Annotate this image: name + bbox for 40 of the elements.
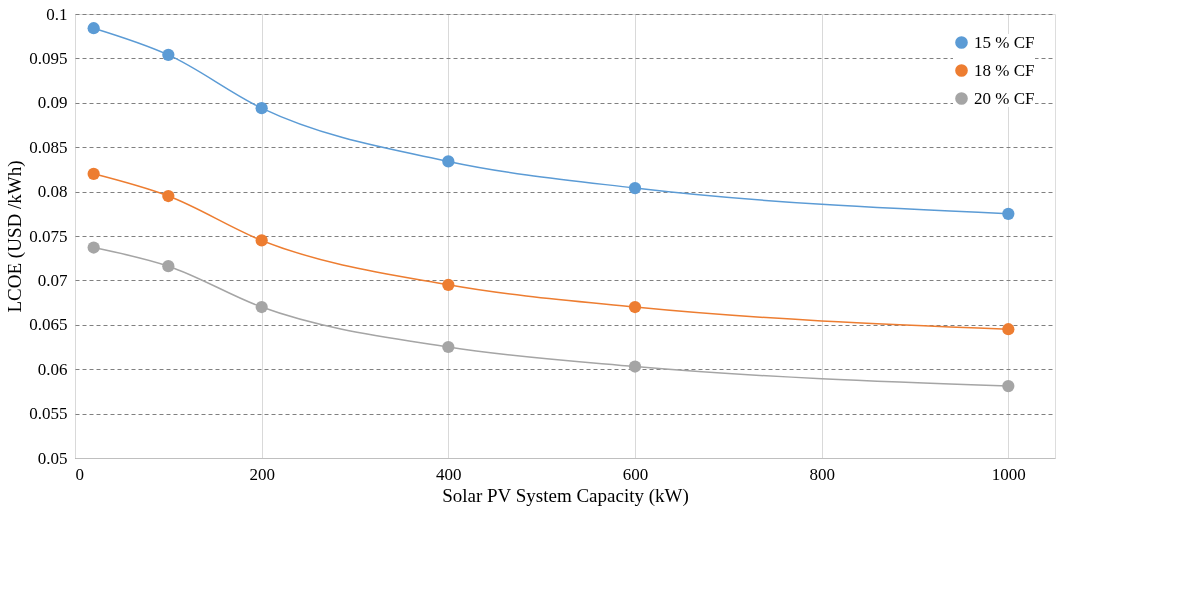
point <box>255 102 268 115</box>
legend-label: 15 % CF <box>974 32 1035 52</box>
point <box>1002 323 1015 336</box>
y-tick-label: 0.05 <box>37 448 68 468</box>
y-tick-label: 0.075 <box>29 226 68 246</box>
legend-label: 20 % CF <box>974 88 1035 108</box>
x-tick-label: 0 <box>75 464 84 484</box>
point <box>162 48 175 61</box>
point <box>1002 207 1015 220</box>
point <box>442 340 455 354</box>
point <box>442 155 455 168</box>
point <box>162 260 175 273</box>
y-axis-title: LCOE (USD /kWh) <box>4 160 27 313</box>
point <box>628 300 642 314</box>
point <box>87 241 100 254</box>
point <box>628 360 642 373</box>
y-tick-label: 0.095 <box>29 48 68 68</box>
x-tick-label: 400 <box>436 464 462 484</box>
y-tick-label: 0.06 <box>37 359 68 379</box>
x-tick-label: 600 <box>622 464 649 484</box>
point <box>255 300 268 314</box>
point <box>255 234 268 247</box>
x-tick-label: 1000 <box>991 464 1026 484</box>
y-tick-label: 0.085 <box>29 137 68 157</box>
y-tick-label: 0.055 <box>29 404 68 424</box>
x-tick-label: 200 <box>249 464 275 484</box>
point <box>628 181 642 195</box>
point <box>442 278 455 291</box>
legend-label: 18 % CF <box>974 60 1035 80</box>
y-tick-label: 0.08 <box>37 182 68 202</box>
point <box>87 167 100 180</box>
point <box>87 22 100 35</box>
y-tick-label: 0.07 <box>37 270 68 290</box>
point <box>1002 379 1015 393</box>
y-tick-label: 0.065 <box>29 315 68 335</box>
x-tick-label: 800 <box>809 464 835 484</box>
point <box>162 189 175 203</box>
y-tick-label: 0.09 <box>37 93 68 113</box>
y-tick-label: 0.1 <box>46 4 68 24</box>
x-axis-title: Solar PV System Capacity (kW) <box>442 484 689 507</box>
